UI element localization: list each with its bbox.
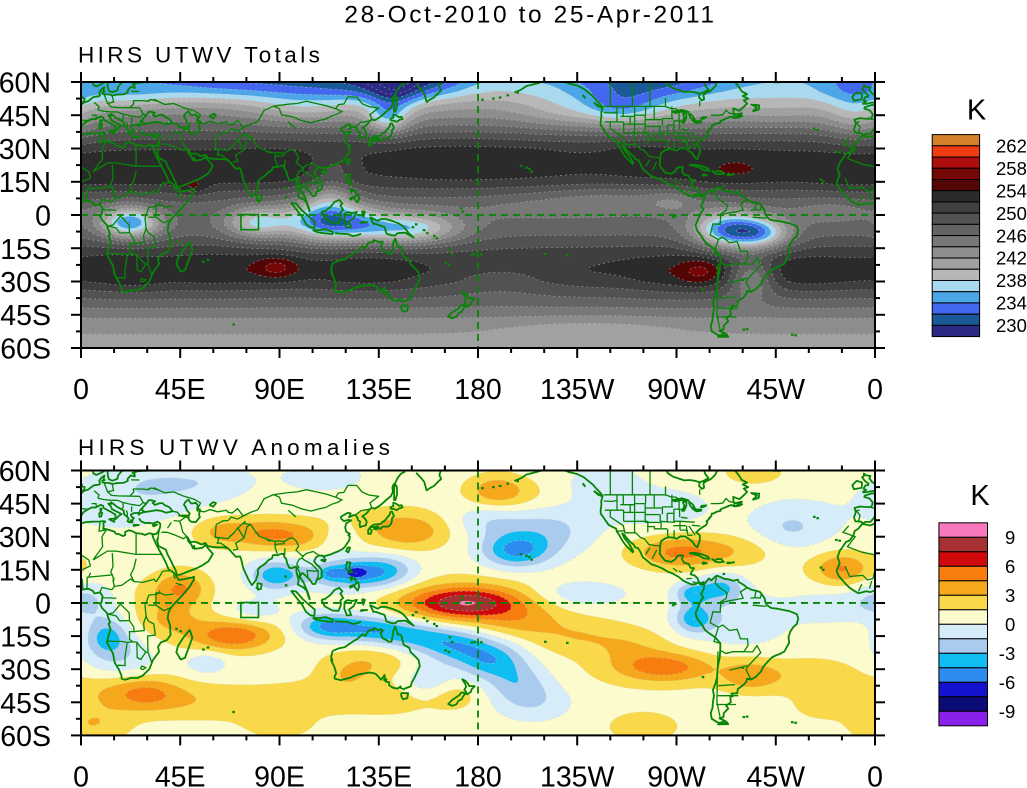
svg-text:60S: 60S <box>0 721 51 753</box>
svg-text:0: 0 <box>867 762 883 788</box>
svg-text:60S: 60S <box>0 334 51 366</box>
svg-text:15S: 15S <box>0 234 51 266</box>
svg-text:45S: 45S <box>0 300 51 332</box>
svg-text:HIRS UTWV Totals: HIRS UTWV Totals <box>78 43 323 68</box>
svg-text:230: 230 <box>996 315 1027 336</box>
svg-text:180: 180 <box>454 374 502 406</box>
svg-text:0: 0 <box>35 201 51 233</box>
svg-text:9: 9 <box>1005 527 1015 548</box>
svg-text:60N: 60N <box>0 68 51 100</box>
svg-text:90E: 90E <box>254 374 305 406</box>
svg-text:135E: 135E <box>346 374 413 406</box>
svg-text:45S: 45S <box>0 688 51 720</box>
svg-text:HIRS UTWV Anomalies: HIRS UTWV Anomalies <box>78 435 394 460</box>
svg-text:15N: 15N <box>0 555 51 587</box>
svg-text:K: K <box>967 94 987 126</box>
svg-text:K: K <box>970 480 990 512</box>
svg-text:45N: 45N <box>0 489 51 521</box>
svg-text:28-Oct-2010 to 25-Apr-2011: 28-Oct-2010 to 25-Apr-2011 <box>344 2 716 29</box>
svg-text:0: 0 <box>867 374 883 406</box>
svg-text:0: 0 <box>35 589 51 621</box>
svg-text:30S: 30S <box>0 267 51 299</box>
svg-text:0: 0 <box>73 762 89 788</box>
svg-text:262: 262 <box>996 136 1027 157</box>
svg-text:30N: 30N <box>0 522 51 554</box>
svg-text:135E: 135E <box>346 762 413 788</box>
svg-text:90W: 90W <box>647 374 706 406</box>
svg-text:250: 250 <box>996 203 1027 224</box>
svg-text:242: 242 <box>996 248 1027 269</box>
svg-text:45N: 45N <box>0 101 51 133</box>
svg-text:246: 246 <box>996 225 1027 246</box>
svg-text:15S: 15S <box>0 622 51 654</box>
svg-text:238: 238 <box>996 270 1027 291</box>
svg-text:3: 3 <box>1005 585 1015 606</box>
svg-text:254: 254 <box>996 180 1027 201</box>
svg-text:180: 180 <box>454 762 502 788</box>
svg-text:-9: -9 <box>999 701 1015 722</box>
svg-text:135W: 135W <box>540 374 615 406</box>
svg-text:6: 6 <box>1005 556 1015 577</box>
svg-text:45W: 45W <box>746 762 805 788</box>
svg-text:0: 0 <box>73 374 89 406</box>
svg-text:90E: 90E <box>254 762 305 788</box>
svg-text:15N: 15N <box>0 167 51 199</box>
svg-text:30N: 30N <box>0 134 51 166</box>
svg-text:-3: -3 <box>999 643 1015 664</box>
svg-text:60N: 60N <box>0 456 51 488</box>
svg-text:-6: -6 <box>999 672 1015 693</box>
svg-text:258: 258 <box>996 158 1027 179</box>
svg-text:135W: 135W <box>540 762 615 788</box>
svg-text:234: 234 <box>996 293 1027 314</box>
svg-text:45W: 45W <box>746 374 805 406</box>
svg-text:30S: 30S <box>0 655 51 687</box>
svg-text:45E: 45E <box>155 374 206 406</box>
svg-text:90W: 90W <box>647 762 706 788</box>
svg-text:45E: 45E <box>155 762 206 788</box>
svg-text:0: 0 <box>1005 614 1015 635</box>
